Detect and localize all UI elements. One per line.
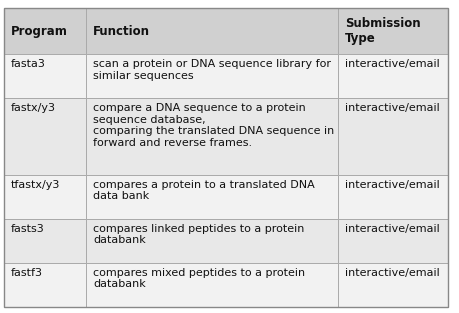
Bar (338, 54, 448, 98)
Text: compares a protein to a translated DNA
data bank: compares a protein to a translated DNA d… (93, 180, 315, 201)
Text: tfastx/y3: tfastx/y3 (11, 180, 61, 190)
Bar (4, 219, 86, 263)
Text: compare a DNA sequence to a protein
sequence database,
comparing the translated : compare a DNA sequence to a protein sequ… (93, 103, 334, 148)
Bar (86, 54, 338, 98)
Text: interactive/email: interactive/email (345, 59, 440, 69)
Bar (338, 219, 448, 263)
Bar (338, 8, 448, 54)
Text: compares linked peptides to a protein
databank: compares linked peptides to a protein da… (93, 223, 304, 245)
Text: compares mixed peptides to a protein
databank: compares mixed peptides to a protein dat… (93, 268, 305, 289)
Text: fastx/y3: fastx/y3 (11, 103, 56, 113)
Text: Submission
Type: Submission Type (345, 17, 420, 45)
Bar (4, 54, 86, 98)
Bar (4, 8, 86, 54)
Bar (338, 263, 448, 307)
Bar (4, 175, 86, 219)
Text: Function: Function (93, 24, 150, 38)
Text: fasts3: fasts3 (11, 223, 45, 233)
Bar (86, 219, 338, 263)
Text: Program: Program (11, 24, 68, 38)
Text: interactive/email: interactive/email (345, 268, 440, 278)
Text: interactive/email: interactive/email (345, 223, 440, 233)
Text: fastf3: fastf3 (11, 268, 43, 278)
Text: scan a protein or DNA sequence library for
similar sequences: scan a protein or DNA sequence library f… (93, 59, 331, 80)
Bar (338, 98, 448, 175)
Bar (86, 98, 338, 175)
Text: interactive/email: interactive/email (345, 180, 440, 190)
Bar (4, 263, 86, 307)
Bar (338, 175, 448, 219)
Bar (86, 175, 338, 219)
Text: interactive/email: interactive/email (345, 103, 440, 113)
Bar (86, 263, 338, 307)
Text: fasta3: fasta3 (11, 59, 46, 69)
Bar (86, 8, 338, 54)
Bar (4, 98, 86, 175)
